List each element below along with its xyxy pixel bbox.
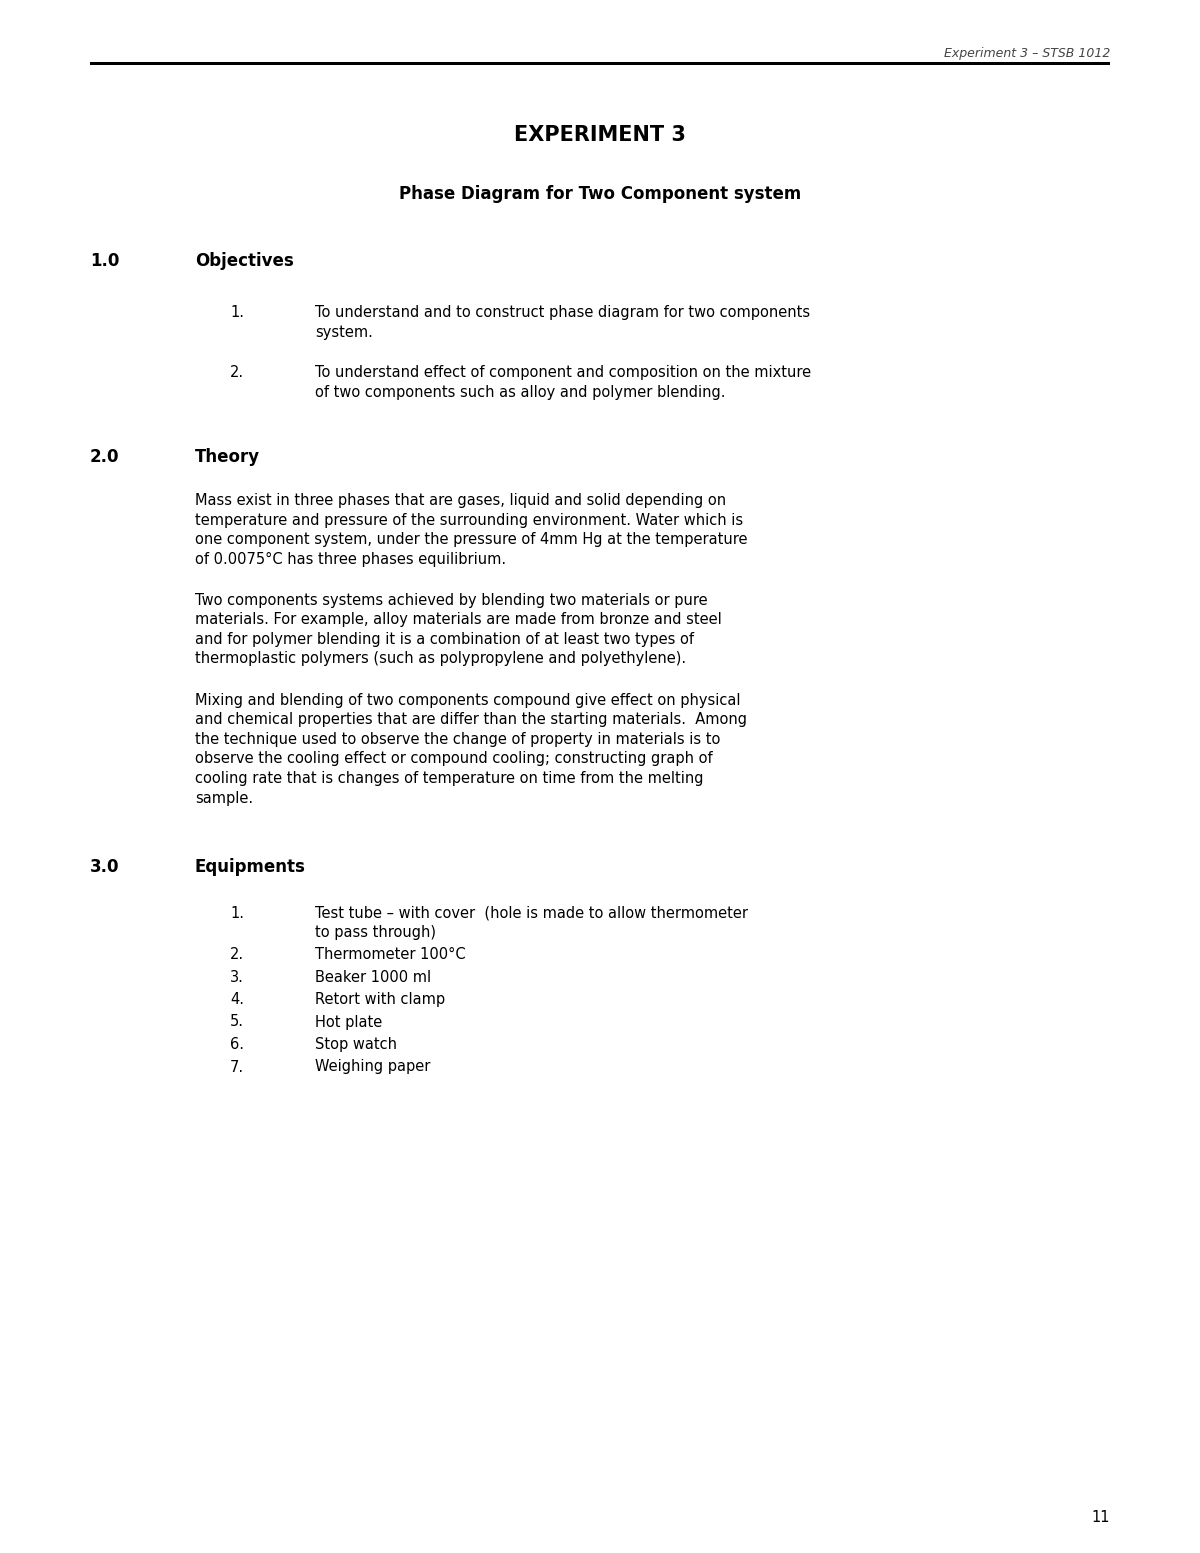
Text: 5.: 5. (230, 1014, 244, 1030)
Text: 1.0: 1.0 (90, 252, 119, 270)
Text: cooling rate that is changes of temperature on time from the melting: cooling rate that is changes of temperat… (194, 770, 703, 786)
Text: 4.: 4. (230, 992, 244, 1006)
Text: Stop watch: Stop watch (314, 1037, 397, 1051)
Text: thermoplastic polymers (such as polypropylene and polyethylene).: thermoplastic polymers (such as polyprop… (194, 652, 686, 666)
Text: 3.: 3. (230, 969, 244, 985)
Text: Equipments: Equipments (194, 857, 306, 876)
Text: sample.: sample. (194, 790, 253, 806)
Text: Theory: Theory (194, 447, 260, 466)
Text: one component system, under the pressure of 4mm Hg at the temperature: one component system, under the pressure… (194, 533, 748, 547)
Text: and for polymer blending it is a combination of at least two types of: and for polymer blending it is a combina… (194, 632, 694, 648)
Text: Beaker 1000 ml: Beaker 1000 ml (314, 969, 431, 985)
Text: Retort with clamp: Retort with clamp (314, 992, 445, 1006)
Text: Thermometer 100°C: Thermometer 100°C (314, 947, 466, 961)
Text: system.: system. (314, 325, 373, 340)
Text: Experiment 3 – STSB 1012: Experiment 3 – STSB 1012 (943, 47, 1110, 61)
Text: 2.: 2. (230, 365, 244, 380)
Text: Mixing and blending of two components compound give effect on physical: Mixing and blending of two components co… (194, 693, 740, 708)
Text: of 0.0075°C has three phases equilibrium.: of 0.0075°C has three phases equilibrium… (194, 551, 506, 567)
Text: 1.: 1. (230, 905, 244, 921)
Text: 2.: 2. (230, 947, 244, 961)
Text: of two components such as alloy and polymer blending.: of two components such as alloy and poly… (314, 385, 726, 399)
Text: materials. For example, alloy materials are made from bronze and steel: materials. For example, alloy materials … (194, 612, 721, 627)
Text: 6.: 6. (230, 1037, 244, 1051)
Text: Hot plate: Hot plate (314, 1014, 383, 1030)
Text: 3.0: 3.0 (90, 857, 120, 876)
Text: Two components systems achieved by blending two materials or pure: Two components systems achieved by blend… (194, 593, 708, 609)
Text: 7.: 7. (230, 1059, 244, 1075)
Text: Phase Diagram for Two Component system: Phase Diagram for Two Component system (398, 185, 802, 203)
Text: 11: 11 (1092, 1510, 1110, 1525)
Text: the technique used to observe the change of property in materials is to: the technique used to observe the change… (194, 731, 720, 747)
Text: To understand effect of component and composition on the mixture: To understand effect of component and co… (314, 365, 811, 380)
Text: temperature and pressure of the surrounding environment. Water which is: temperature and pressure of the surround… (194, 512, 743, 528)
Text: To understand and to construct phase diagram for two components: To understand and to construct phase dia… (314, 304, 810, 320)
Text: Mass exist in three phases that are gases, liquid and solid depending on: Mass exist in three phases that are gase… (194, 492, 726, 508)
Text: EXPERIMENT 3: EXPERIMENT 3 (514, 124, 686, 144)
Text: observe the cooling effect or compound cooling; constructing graph of: observe the cooling effect or compound c… (194, 752, 713, 767)
Text: to pass through): to pass through) (314, 926, 436, 941)
Text: Test tube – with cover  (hole is made to allow thermometer: Test tube – with cover (hole is made to … (314, 905, 748, 921)
Text: Weighing paper: Weighing paper (314, 1059, 431, 1075)
Text: and chemical properties that are differ than the starting materials.  Among: and chemical properties that are differ … (194, 713, 746, 727)
Text: Objectives: Objectives (194, 252, 294, 270)
Text: 1.: 1. (230, 304, 244, 320)
Text: 2.0: 2.0 (90, 447, 120, 466)
